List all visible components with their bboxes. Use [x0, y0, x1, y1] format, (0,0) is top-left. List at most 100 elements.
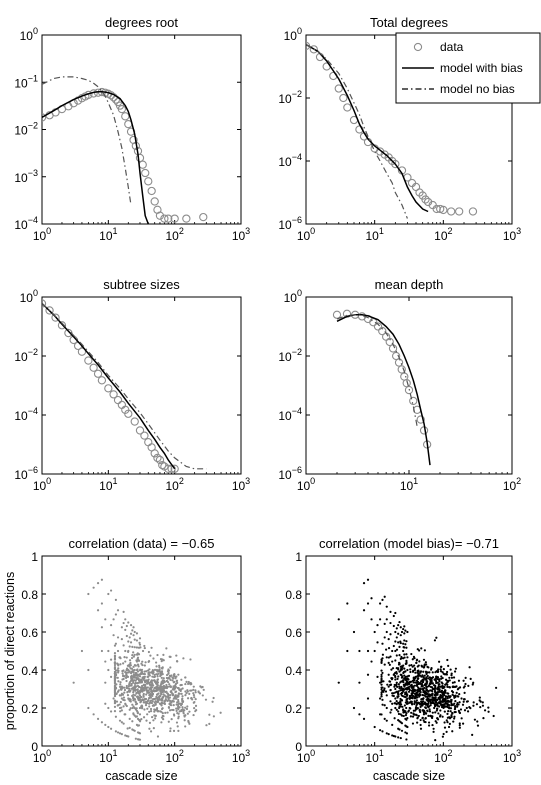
- y-tick-label: 1: [31, 550, 38, 564]
- scatter-point: [428, 683, 431, 686]
- scatter-point: [169, 666, 172, 669]
- scatter-point: [113, 654, 117, 657]
- scatter-point: [151, 715, 154, 719]
- scatter-point: [150, 686, 154, 689]
- scatter-point: [165, 683, 168, 687]
- scatter-point: [439, 709, 442, 712]
- scatter-point: [131, 706, 134, 710]
- scatter-point: [405, 653, 408, 656]
- scatter-point: [401, 694, 404, 698]
- scatter-point: [380, 660, 383, 664]
- scatter-point: [422, 711, 426, 714]
- scatter-point: [406, 687, 410, 690]
- scatter-point: [112, 634, 115, 637]
- scatter-point: [444, 701, 447, 705]
- scatter-point: [162, 715, 165, 718]
- scatter-point: [453, 717, 456, 720]
- scatter-point: [385, 630, 388, 634]
- scatter-point: [208, 713, 211, 716]
- scatter-point: [122, 610, 125, 613]
- scatter-point: [397, 683, 400, 686]
- scatter-point: [415, 699, 418, 702]
- scatter-point: [373, 649, 376, 653]
- scatter-point: [385, 648, 388, 651]
- scatter-point: [162, 659, 165, 662]
- scatter-point: [414, 681, 417, 684]
- scatter-point: [175, 709, 178, 713]
- scatter-point: [113, 710, 117, 713]
- scatter-point: [167, 706, 171, 709]
- scatter-point: [143, 644, 146, 648]
- scatter-point: [381, 653, 385, 656]
- scatter-point: [433, 697, 437, 701]
- scatter-point: [126, 727, 129, 730]
- scatter-point: [352, 706, 356, 710]
- scatter-point: [411, 665, 414, 668]
- scatter-point: [182, 710, 185, 713]
- scatter-point: [123, 656, 126, 659]
- scatter-point: [100, 721, 104, 724]
- scatter-point: [423, 694, 426, 697]
- scatter-point: [443, 721, 446, 724]
- scatter-point: [482, 717, 485, 720]
- scatter-point: [390, 668, 393, 671]
- scatter-point: [162, 653, 165, 656]
- panel-title: correlation (model bias)= −0.71: [319, 536, 499, 551]
- scatter-point: [176, 686, 180, 690]
- scatter-point: [410, 711, 413, 714]
- scatter-point: [404, 693, 407, 696]
- scatter-point: [146, 707, 149, 710]
- scatter-point: [107, 668, 110, 672]
- scatter-point: [362, 609, 366, 612]
- scatter-point: [136, 663, 140, 667]
- scatter-point: [397, 623, 400, 627]
- scatter-point: [146, 699, 149, 703]
- scatter-point: [116, 649, 120, 653]
- scatter-point: [189, 658, 192, 661]
- scatter-point: [379, 697, 382, 700]
- scatter-point: [443, 710, 446, 713]
- scatter-point: [380, 683, 383, 686]
- scatter-point: [370, 597, 373, 600]
- scatter-point: [152, 669, 155, 673]
- scatter-point: [175, 690, 178, 693]
- scatter-point: [147, 675, 150, 678]
- scatter-point: [407, 674, 411, 677]
- scatter-point: [190, 697, 193, 700]
- scatter-point: [141, 649, 145, 653]
- scatter-point: [133, 698, 137, 701]
- scatter-point: [212, 715, 215, 718]
- x-tick-label: 101: [99, 476, 117, 493]
- scatter-point: [122, 696, 126, 699]
- scatter-point: [442, 706, 445, 710]
- scatter-point: [381, 730, 384, 733]
- scatter-point: [382, 680, 385, 683]
- scatter-point: [435, 636, 438, 639]
- scatter-point: [379, 729, 382, 732]
- scatter-point: [128, 636, 131, 639]
- scatter-point: [406, 668, 409, 672]
- scatter-point: [400, 680, 403, 683]
- scatter-point: [450, 702, 453, 705]
- scatter-point: [161, 666, 164, 669]
- scatter-point: [100, 578, 104, 581]
- x-tick-label: 103: [232, 226, 250, 243]
- scatter-point: [117, 671, 120, 674]
- scatter-point: [438, 689, 441, 692]
- scatter-point: [138, 694, 142, 697]
- scatter-point: [125, 674, 128, 677]
- scatter-point: [129, 632, 133, 635]
- data-point: [378, 326, 387, 336]
- scatter-point: [172, 729, 176, 732]
- scatter-point: [177, 698, 180, 702]
- scatter-point: [410, 692, 413, 695]
- scatter-point: [152, 704, 155, 707]
- scatter-point: [433, 702, 436, 706]
- scatter-point: [113, 644, 117, 647]
- scatter-point: [457, 703, 460, 706]
- scatter-point: [403, 685, 406, 688]
- scatter-point: [405, 702, 409, 705]
- data-point: [135, 426, 145, 435]
- scatter-point: [451, 691, 455, 694]
- scatter-point: [118, 732, 122, 735]
